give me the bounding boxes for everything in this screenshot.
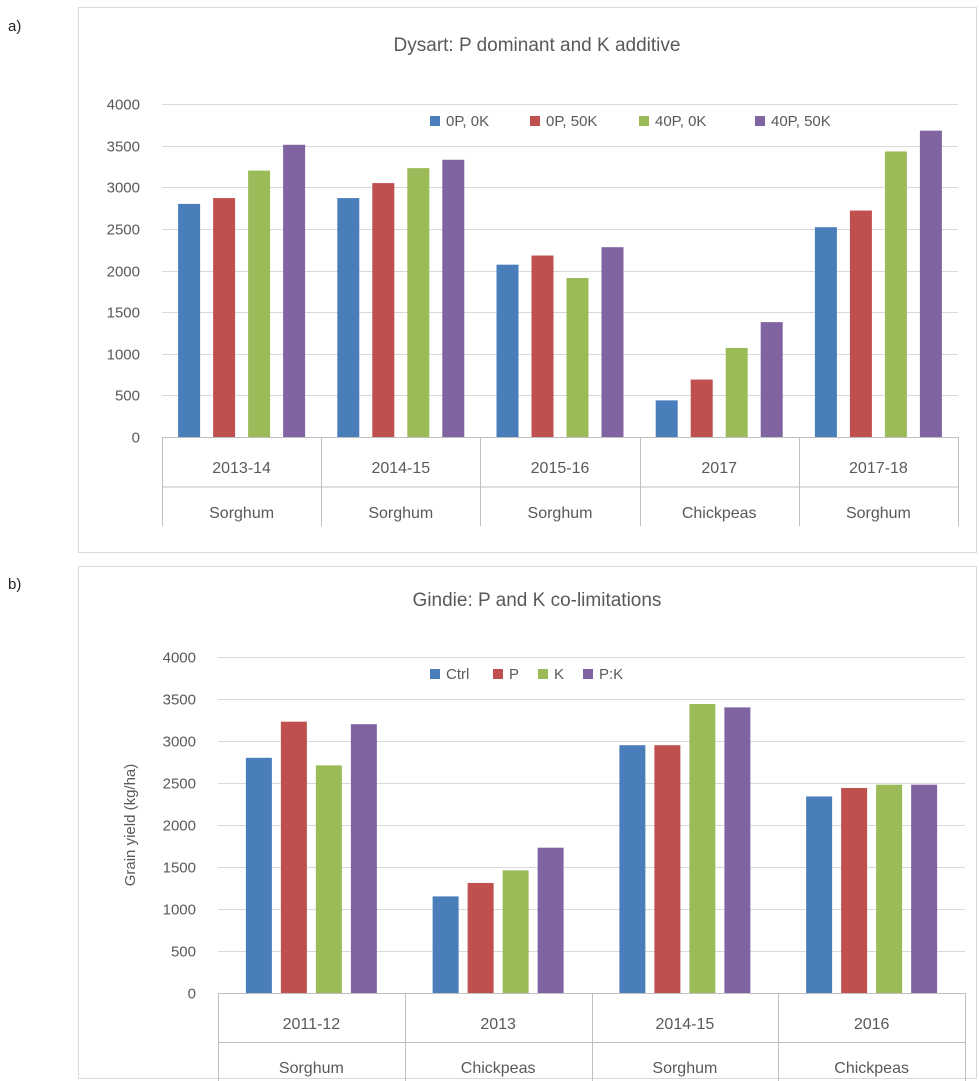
chart-b-legend-label: P:K bbox=[599, 666, 623, 683]
chart-b-y-tick-label: 3500 bbox=[163, 692, 196, 709]
chart-a-y-tick-label: 3500 bbox=[107, 139, 140, 156]
chart-a-bar-0p-0k bbox=[337, 198, 360, 437]
chart-a-category-crop-label: Chickpeas bbox=[682, 505, 757, 522]
chart-a-bar-0p-50k bbox=[213, 198, 236, 437]
chart-b-y-tick-label: 1500 bbox=[163, 860, 196, 877]
chart-b-legend-swatch bbox=[538, 669, 548, 679]
chart-b-bar-ctrl bbox=[432, 896, 459, 993]
panel-label-a: a) bbox=[8, 18, 22, 35]
chart-a-category-crop-label: Sorghum bbox=[528, 505, 593, 522]
chart-a-bar-40p-0k bbox=[248, 170, 271, 437]
chart-a-bar-40p-0k bbox=[566, 277, 589, 437]
chart-b-category-year-label: 2014-15 bbox=[656, 1016, 715, 1033]
panel-label-b: b) bbox=[8, 576, 22, 593]
chart-b-legend-swatch bbox=[430, 669, 440, 679]
chart-b-bar-p-k bbox=[350, 724, 377, 993]
chart-b-title: Gindie: P and K co-limitations bbox=[413, 590, 662, 611]
chart-a-bar-0p-0k bbox=[178, 203, 201, 437]
chart-b-y-tick-label: 0 bbox=[188, 986, 196, 1003]
chart-a-category-crop-label: Sorghum bbox=[846, 505, 911, 522]
chart-b-y-tick-label: 500 bbox=[171, 944, 196, 961]
chart-a-bar-40p-50k bbox=[919, 130, 942, 437]
chart-b-bar-p bbox=[467, 882, 494, 993]
chart-b-y-tick-label: 2500 bbox=[163, 776, 196, 793]
chart-b-category-crop-label: Sorghum bbox=[652, 1060, 717, 1077]
chart-a-legend-swatch bbox=[639, 116, 649, 126]
chart-b-bar-p-k bbox=[911, 784, 938, 993]
chart-a-category-year-label: 2014-15 bbox=[371, 460, 430, 477]
chart-a-bar-40p-50k bbox=[442, 159, 465, 437]
chart-b-y-axis-label: Grain yield (kg/ha) bbox=[122, 764, 139, 887]
chart-a-bar-0p-50k bbox=[372, 183, 395, 437]
chart-a-bar-40p-0k bbox=[884, 151, 907, 437]
chart-a-y-tick-label: 3000 bbox=[107, 180, 140, 197]
chart-b-legend-swatch bbox=[493, 669, 503, 679]
chart-b-legend-swatch bbox=[583, 669, 593, 679]
chart-b-bar-p bbox=[841, 788, 868, 993]
chart-b-category-year-label: 2013 bbox=[480, 1016, 516, 1033]
chart-b-bar-k bbox=[502, 870, 529, 993]
chart-a-legend-label: 40P, 50K bbox=[771, 113, 831, 130]
chart-b-legend-label: K bbox=[554, 666, 564, 683]
chart-b-bar-p bbox=[654, 745, 681, 993]
chart-b-bar-ctrl bbox=[806, 796, 833, 993]
chart-a-legend-label: 0P, 50K bbox=[546, 113, 597, 130]
chart-a-bar-40p-50k bbox=[760, 322, 783, 437]
chart-a-category-year-label: 2017-18 bbox=[849, 460, 908, 477]
chart-a-y-tick-label: 2500 bbox=[107, 222, 140, 239]
chart-a-bar-40p-0k bbox=[725, 347, 748, 437]
chart-a-legend-swatch bbox=[755, 116, 765, 126]
chart-a-bar-0p-0k bbox=[814, 227, 837, 437]
chart-a-title: Dysart: P dominant and K additive bbox=[394, 35, 681, 56]
chart-a-category-year-label: 2015-16 bbox=[531, 460, 590, 477]
chart-a-bar-0p-0k bbox=[655, 400, 678, 437]
chart-b-bar-ctrl bbox=[245, 757, 272, 993]
chart-b-bar-p bbox=[280, 721, 307, 993]
chart-a-bar-40p-50k bbox=[283, 144, 306, 438]
chart-b-y-tick-label: 2000 bbox=[163, 818, 196, 835]
chart-a-bar-0p-50k bbox=[849, 210, 872, 437]
chart-b-legend-label: P bbox=[509, 666, 519, 683]
chart-b-y-tick-label: 1000 bbox=[163, 902, 196, 919]
chart-b-bar-p-k bbox=[724, 707, 751, 993]
chart-a-legend-label: 40P, 0K bbox=[655, 113, 706, 130]
chart-b-category-year-label: 2016 bbox=[854, 1016, 890, 1033]
chart-a-legend-label: 0P, 0K bbox=[446, 113, 489, 130]
chart-b-category-crop-label: Chickpeas bbox=[834, 1060, 909, 1077]
chart-b-bar-ctrl bbox=[619, 745, 646, 993]
chart-a-bar-0p-0k bbox=[496, 264, 519, 437]
chart-a-category-crop-label: Sorghum bbox=[368, 505, 433, 522]
chart-b-category-crop-label: Chickpeas bbox=[461, 1060, 536, 1077]
chart-a-bar-40p-0k bbox=[407, 168, 430, 438]
chart-b-category-year-label: 2011-12 bbox=[283, 1016, 341, 1033]
chart-a-y-tick-label: 4000 bbox=[107, 97, 140, 114]
chart-b-bar-k bbox=[689, 704, 716, 993]
chart-a-legend-swatch bbox=[430, 116, 440, 126]
chart-a-bar-0p-50k bbox=[531, 255, 554, 437]
chart-a-bar-40p-50k bbox=[601, 247, 624, 437]
chart-a-y-tick-label: 500 bbox=[115, 388, 140, 405]
chart-b-bar-k bbox=[876, 784, 903, 993]
chart-a-y-tick-label: 2000 bbox=[107, 264, 140, 281]
chart-b-y-tick-label: 4000 bbox=[163, 650, 196, 667]
chart-a-category-year-label: 2017 bbox=[701, 460, 737, 477]
chart-a-bar-0p-50k bbox=[690, 379, 713, 437]
chart-a-y-tick-label: 0 bbox=[132, 430, 140, 447]
chart-a-y-tick-label: 1000 bbox=[107, 347, 140, 364]
chart-b-legend-label: Ctrl bbox=[446, 666, 469, 683]
chart-a-category-year-label: 2013-14 bbox=[212, 460, 271, 477]
chart-b-category-crop-label: Sorghum bbox=[279, 1060, 344, 1077]
chart-b-bar-k bbox=[315, 765, 342, 993]
chart-a-y-tick-label: 1500 bbox=[107, 305, 140, 322]
chart-a-category-crop-label: Sorghum bbox=[209, 505, 274, 522]
chart-a-legend-swatch bbox=[530, 116, 540, 126]
chart-b-y-tick-label: 3000 bbox=[163, 734, 196, 751]
chart-b-bar-p-k bbox=[537, 847, 564, 993]
